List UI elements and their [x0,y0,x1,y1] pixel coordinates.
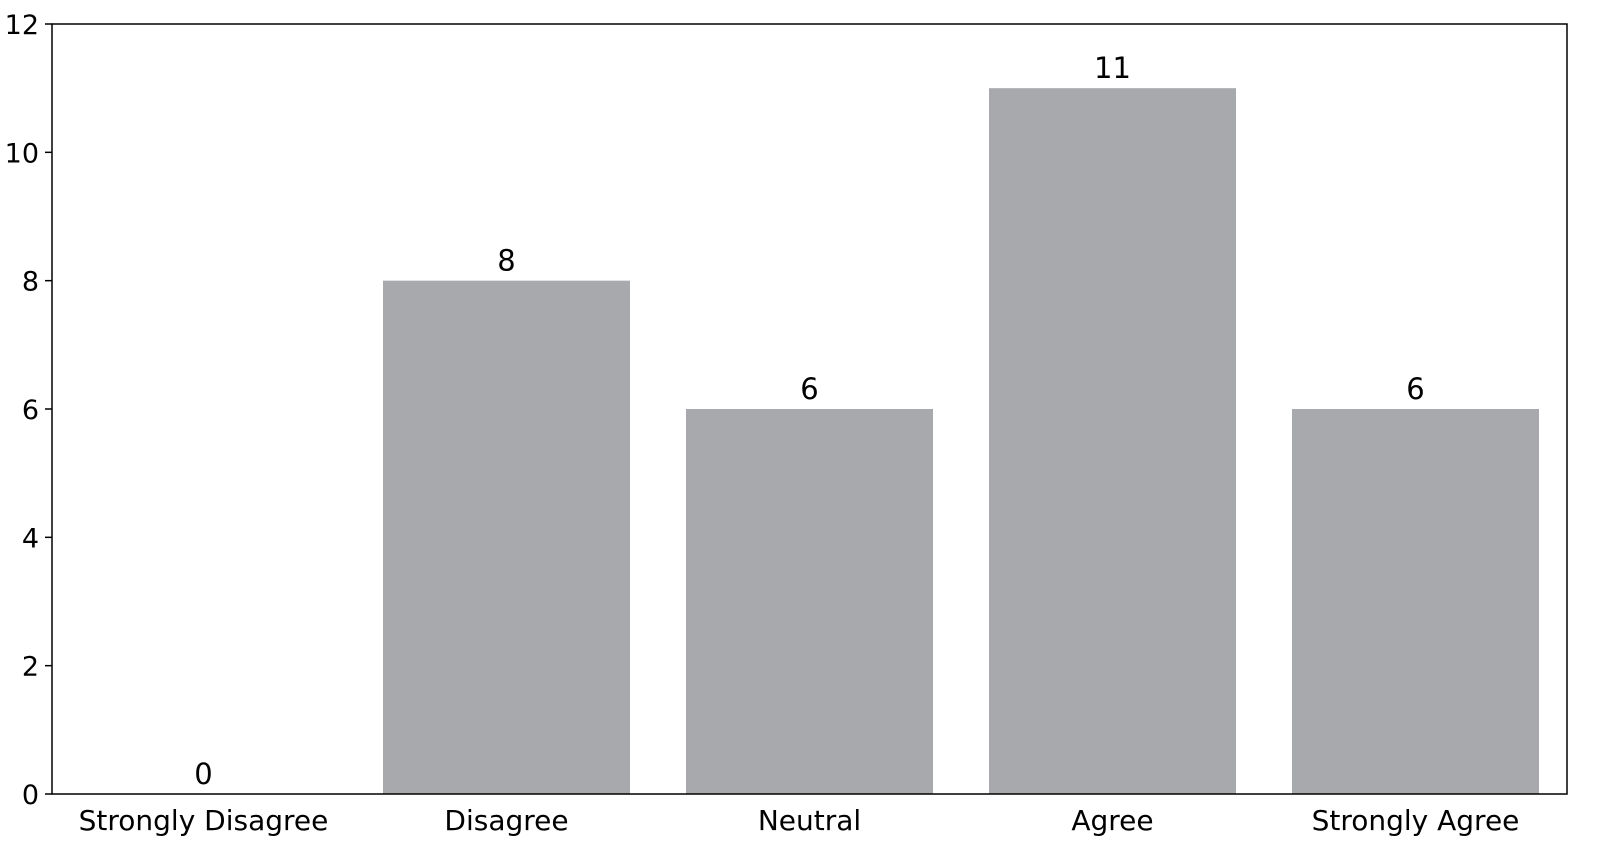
y-tick-label: 2 [22,652,39,683]
y-tick-label: 6 [22,395,39,426]
x-axis: Strongly Disagree Disagree Neutral Agree Str… [79,804,1520,837]
bar-value-label: 6 [800,372,818,406]
bar-value-label: 0 [194,757,212,791]
bar [989,88,1236,794]
bar [1292,409,1539,794]
bar [686,409,933,794]
y-tick-label: 8 [22,267,39,298]
x-category-label: Neutral [758,804,861,837]
y-axis: 0 2 4 6 8 10 12 [5,10,52,811]
x-category-label: Disagree [444,804,568,837]
bar-value-label: 11 [1094,51,1131,85]
data-labels-group: 0 8 6 11 6 [194,51,1424,791]
x-category-label: Agree [1071,804,1153,837]
bar [383,280,630,795]
bar-value-label: 6 [1406,372,1424,406]
y-tick-label: 0 [22,780,39,811]
y-tick-label: 12 [5,10,39,41]
bars-group [383,88,1539,795]
y-tick-label: 10 [5,138,39,169]
x-category-label: Strongly Agree [1312,804,1520,837]
y-tick-label: 4 [22,523,39,554]
bar-value-label: 8 [497,244,515,278]
x-category-label: Strongly Disagree [79,804,329,837]
